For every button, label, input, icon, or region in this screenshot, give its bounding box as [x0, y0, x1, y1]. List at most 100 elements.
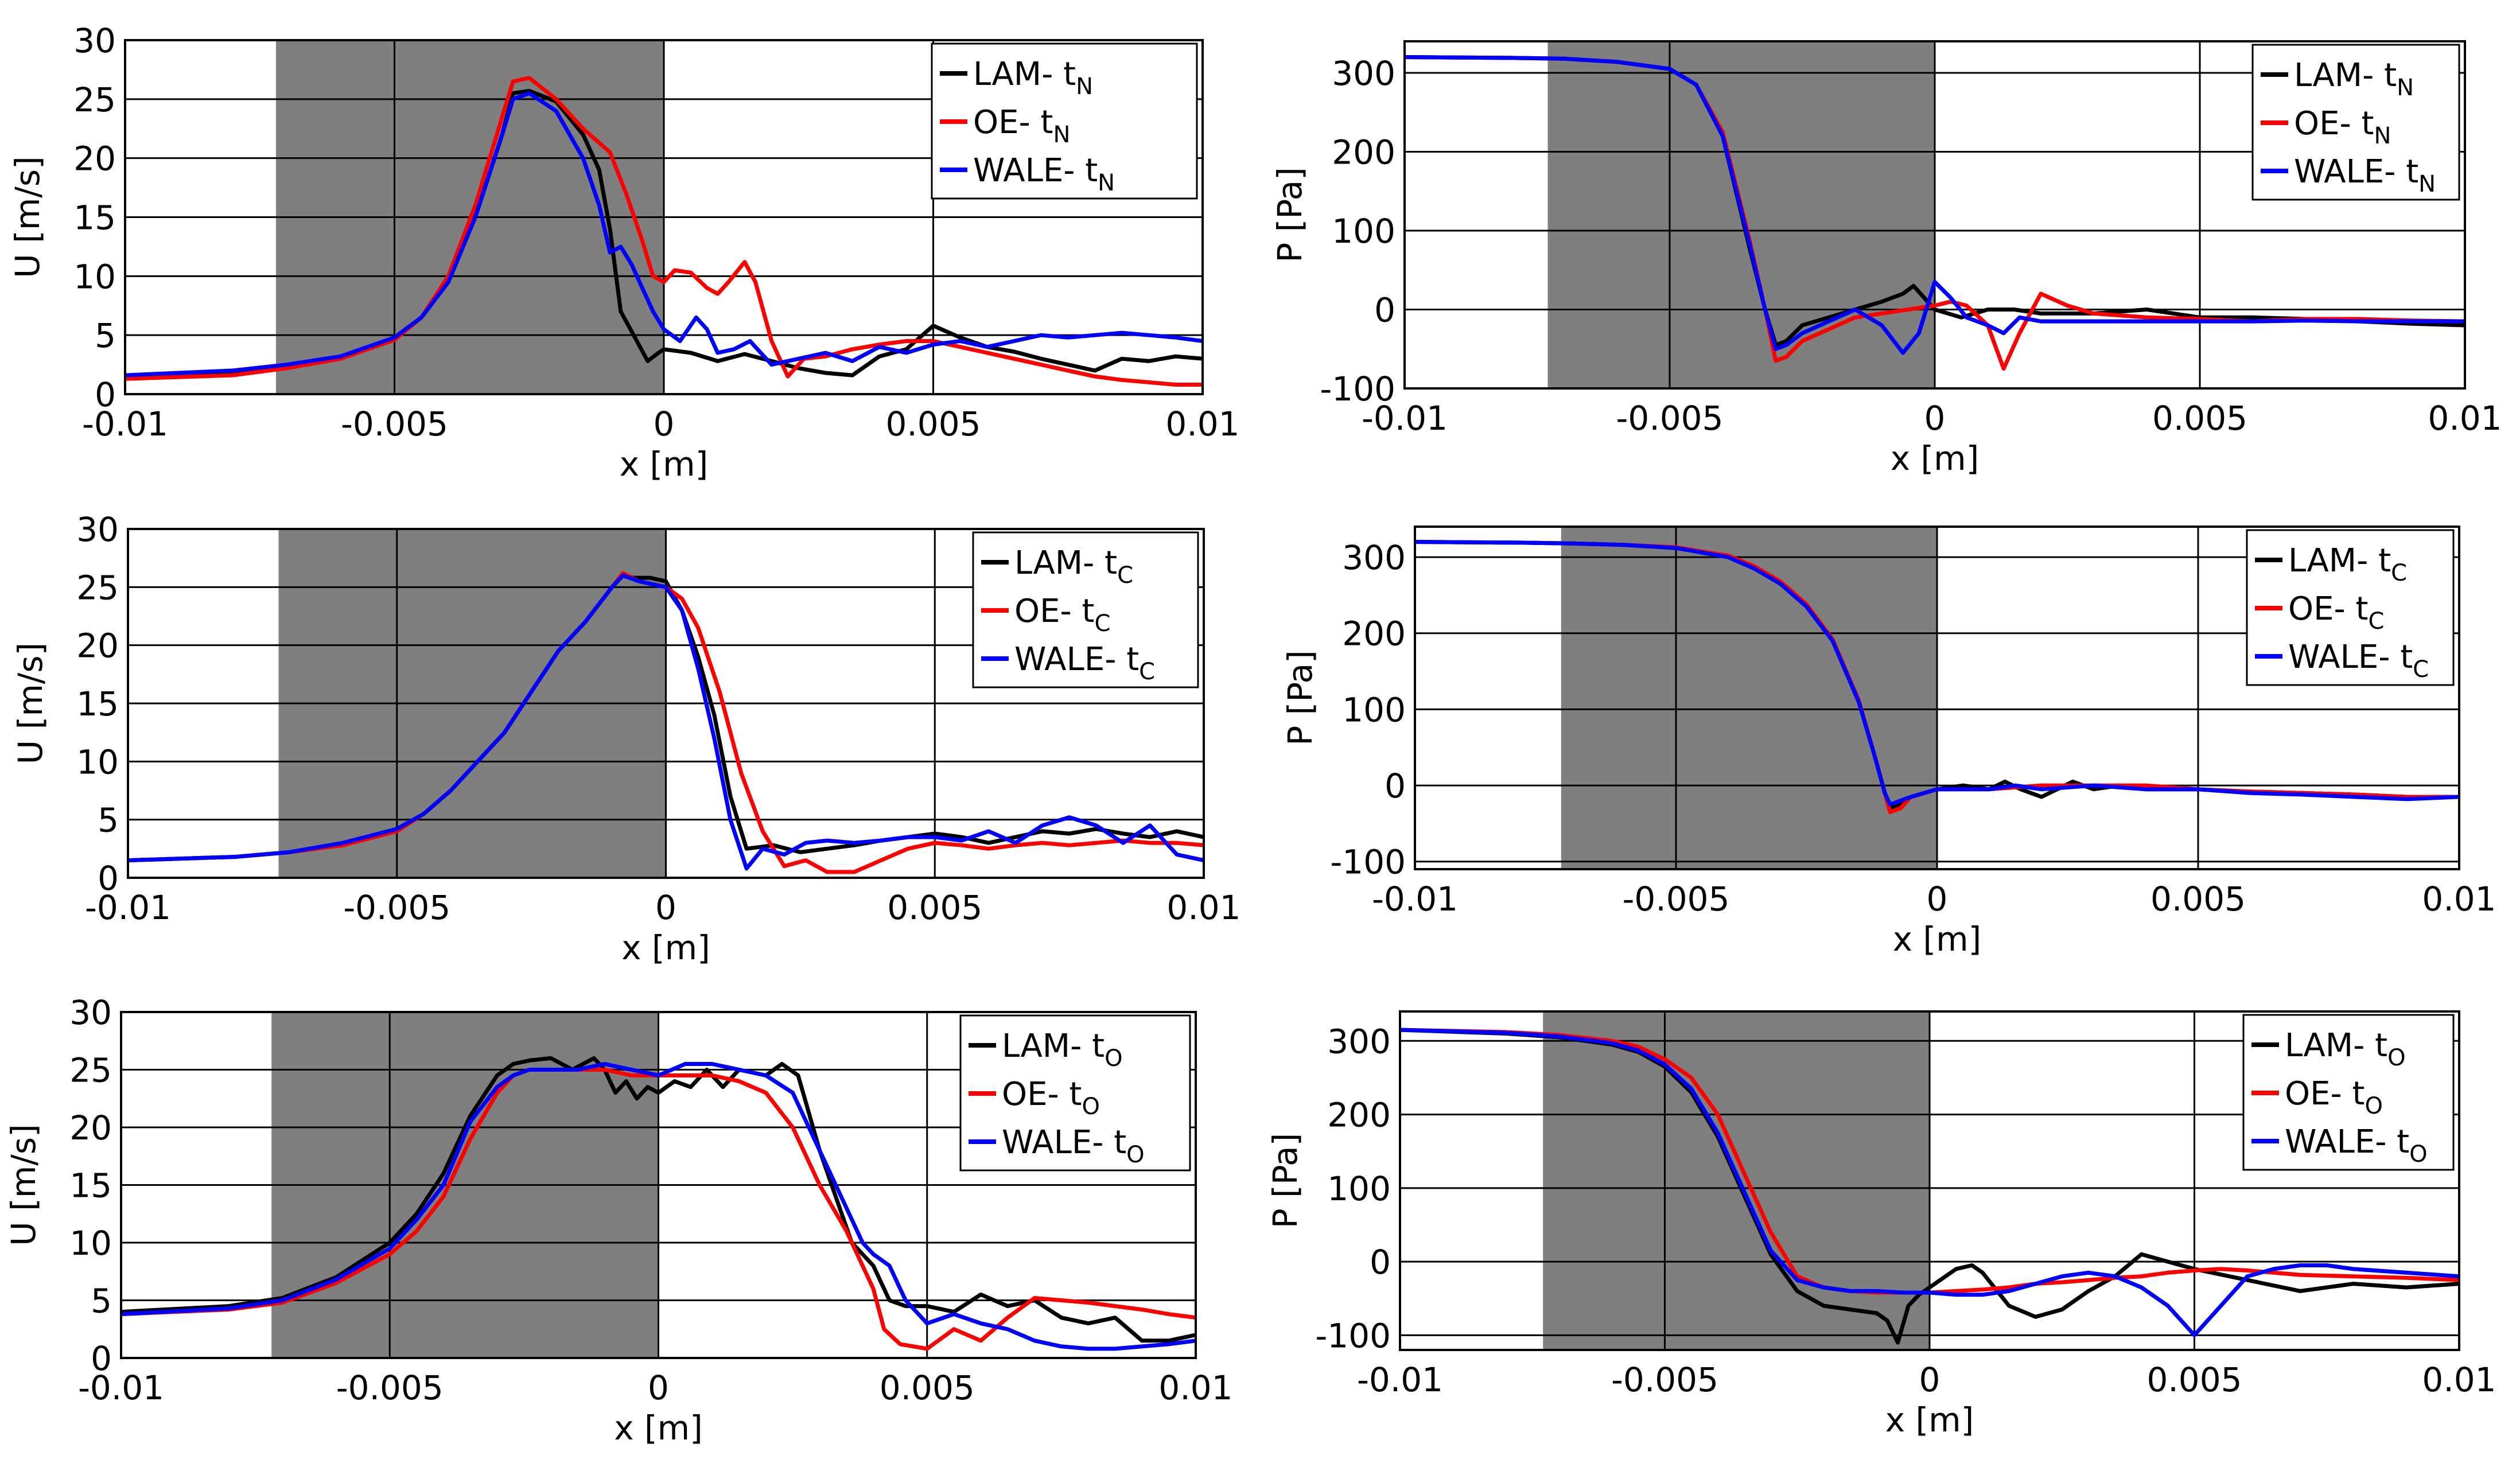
- x-axis-label: x [m]: [620, 445, 709, 484]
- series-line-oe: [125, 76, 1203, 387]
- y-axis-label: P [Pa]: [1281, 650, 1320, 746]
- y-tick-label: -100: [1330, 843, 1406, 882]
- x-tick-label: 0.01: [1166, 888, 1240, 927]
- y-axis-label: P [Pa]: [1270, 167, 1309, 263]
- y-tick-label: -100: [1315, 1316, 1391, 1355]
- series-line-wale: [1405, 55, 2465, 355]
- y-tick-label: -100: [1320, 369, 1395, 408]
- y-axis-label: U [m/s]: [4, 1124, 43, 1246]
- legend-label-lam: LAM- tN: [2294, 57, 2414, 101]
- x-tick-label: -0.01: [82, 404, 168, 443]
- x-tick-label: -0.01: [78, 1368, 164, 1407]
- y-tick-label: 0: [1370, 1243, 1391, 1282]
- chart-u-tO: -0.01 -0.005 0 0.005 0.01 0 5 10 15 20 25 30 x [m] U …: [4, 993, 1233, 1447]
- y-tick-label: 30: [69, 993, 112, 1032]
- y-tick-label: 5: [98, 801, 119, 840]
- legend-label-wale: WALE- tC: [1014, 641, 1155, 685]
- y-tick-label: 20: [73, 139, 116, 178]
- x-tick-label: -0.005: [1623, 880, 1730, 919]
- y-tick-label: 15: [76, 684, 119, 723]
- legend-label-lam: LAM- tO: [1002, 1028, 1123, 1072]
- chart-u-tC: -0.01 -0.005 0 0.005 0.01 0 5 10 15 20 25 30 x [m] U …: [11, 510, 1241, 967]
- y-tick-label: 300: [1327, 1022, 1391, 1061]
- y-tick-label: 100: [1327, 1169, 1391, 1208]
- legend-label-wale: WALE- tC: [2288, 639, 2429, 683]
- y-tick-label: 10: [76, 742, 119, 781]
- y-tick-label: 200: [1327, 1096, 1391, 1135]
- shaded-region: [1561, 527, 1937, 869]
- x-tick-label: 0.01: [2428, 399, 2502, 438]
- x-tick-label: -0.01: [1372, 880, 1458, 919]
- x-tick-label: 0.01: [2422, 880, 2496, 919]
- axes-frame: [124, 39, 1204, 395]
- axes-frame: [1399, 1010, 2460, 1351]
- axes-frame: [127, 528, 1205, 879]
- series-line-wale: [1400, 1028, 2459, 1337]
- x-tick-label: -0.01: [1357, 1360, 1443, 1399]
- series-line-wale: [1415, 540, 2459, 807]
- x-tick-label: 0: [1919, 1360, 1940, 1399]
- legend-label-lam: LAM- tC: [2288, 542, 2407, 586]
- legend-label-oe: OE- tN: [2294, 105, 2391, 149]
- series-line-oe: [1400, 1028, 2459, 1295]
- axes-frame: [1414, 526, 2460, 870]
- x-axis-label: x [m]: [621, 928, 710, 967]
- y-tick-label: 30: [76, 510, 119, 549]
- y-tick-label: 10: [73, 257, 116, 296]
- x-axis-label: x [m]: [1893, 920, 1982, 959]
- x-tick-label: 0.005: [2150, 880, 2246, 919]
- y-tick-label: 0: [91, 1339, 112, 1378]
- legend-box: [972, 531, 1199, 688]
- legend-label-wale: WALE- tO: [1002, 1124, 1145, 1168]
- x-tick-label: 0.005: [885, 404, 981, 443]
- series-line-wale: [128, 573, 1204, 871]
- x-tick-label: 0.005: [2152, 399, 2247, 438]
- y-tick-label: 30: [73, 21, 116, 60]
- y-tick-label: 100: [1332, 212, 1395, 251]
- x-tick-label: -0.005: [341, 404, 448, 443]
- x-tick-label: 0: [1924, 399, 1946, 438]
- legend-box: [931, 42, 1198, 200]
- y-tick-label: 5: [95, 316, 116, 355]
- legend-label-oe: OE- tC: [1014, 593, 1110, 637]
- x-tick-label: -0.005: [336, 1368, 444, 1407]
- x-tick-label: 0: [648, 1368, 669, 1407]
- x-tick-label: -0.005: [1616, 399, 1724, 438]
- x-tick-label: 0.01: [1165, 404, 1239, 443]
- legend-label-wale: WALE- tN: [973, 152, 1115, 196]
- x-tick-label: -0.01: [85, 888, 171, 927]
- x-tick-label: -0.01: [1362, 399, 1448, 438]
- y-tick-label: 0: [1385, 766, 1406, 805]
- chart-p-tC: -0.01 -0.005 0 0.005 0.01 -100 0 100 200 300 x [m]…: [1281, 526, 2496, 959]
- y-tick-label: 0: [95, 375, 116, 414]
- y-tick-label: 10: [69, 1224, 112, 1263]
- y-axis-label: U [m/s]: [8, 156, 47, 278]
- x-tick-label: 0: [1927, 880, 1948, 919]
- y-tick-label: 15: [69, 1166, 112, 1205]
- y-tick-label: 200: [1332, 133, 1395, 172]
- x-tick-label: 0.005: [887, 888, 982, 927]
- y-tick-label: 15: [73, 199, 116, 238]
- series-line-lam: [121, 1056, 1196, 1343]
- x-axis-label: x [m]: [1885, 1400, 1974, 1439]
- legend-box: [959, 1014, 1191, 1172]
- y-tick-label: 0: [1374, 291, 1395, 330]
- y-tick-label: 300: [1332, 54, 1395, 93]
- x-tick-label: -0.005: [1611, 1360, 1718, 1399]
- chart-u-tN: -0.01 -0.005 0 0.005 0.01 0 5 10 15 20 25 30 x [m] U …: [8, 21, 1240, 484]
- legend-label-lam: LAM- tN: [973, 56, 1093, 100]
- y-tick-label: 25: [73, 80, 116, 119]
- series-line-oe: [121, 1068, 1196, 1351]
- y-tick-label: 25: [69, 1051, 112, 1090]
- x-tick-label: 0.01: [2422, 1360, 2496, 1399]
- legend-label-wale: WALE- tN: [2294, 153, 2436, 197]
- y-axis-label: P [Pa]: [1266, 1133, 1305, 1229]
- x-axis-label: x [m]: [614, 1408, 703, 1447]
- y-tick-label: 20: [76, 626, 119, 666]
- axes-frame: [120, 1011, 1197, 1359]
